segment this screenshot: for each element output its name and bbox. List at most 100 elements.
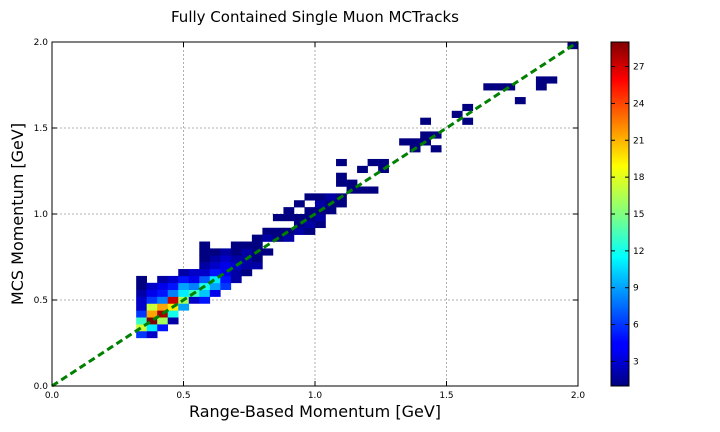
heatmap-bin [146, 317, 158, 325]
heatmap-bin [157, 296, 169, 304]
heatmap-bin [409, 138, 421, 146]
heatmap-bin [283, 214, 295, 222]
heatmap-bin [241, 262, 253, 270]
heatmap-bin [230, 255, 242, 263]
heatmap-bin [178, 275, 190, 284]
colorbar-tick-label: 21 [633, 136, 644, 146]
heatmap-bin [420, 131, 432, 139]
heatmap-bin [178, 269, 190, 277]
heatmap-bin [283, 227, 295, 235]
heatmap-bin [325, 207, 337, 215]
y-tick-label: 0.0 [34, 382, 49, 392]
heatmap-bin [241, 269, 253, 277]
colorbar-tick-label: 9 [633, 284, 639, 294]
x-tick-label: 1.5 [439, 391, 453, 401]
heatmap-bin [230, 275, 242, 284]
heatmap-bin [220, 248, 232, 256]
heatmap-bin [136, 330, 147, 339]
heatmap-bin [293, 227, 305, 235]
heatmap-bin [462, 117, 474, 125]
heatmap-bin [199, 269, 211, 277]
diagonal-reference-line [51, 40, 579, 388]
heatmap-bin [146, 303, 158, 311]
heatmap-bin [178, 282, 190, 290]
colorbar-tick-label: 12 [633, 247, 644, 257]
heatmap-bin [430, 131, 442, 139]
heatmap-bin [367, 158, 379, 167]
heatmap-bin [167, 289, 179, 297]
heatmap-bin [167, 282, 179, 290]
heatmap-bin [304, 193, 316, 201]
heatmap-bin [199, 248, 211, 256]
heatmap-bin [262, 227, 274, 235]
heatmap-bin [241, 241, 253, 249]
heatmap-bin [378, 165, 389, 174]
heatmap-bin [199, 296, 211, 304]
heatmap-bin [336, 200, 347, 208]
colorbar-tick-label: 27 [633, 63, 644, 73]
y-tick-label: 1.0 [34, 210, 49, 220]
heatmap-bin [325, 193, 337, 201]
heatmap-bin [178, 289, 190, 297]
axis-ticks: 0.0 0.5 1.0 1.5 2.0 0.0 0.5 1.0 1.5 2.0 [34, 38, 586, 401]
colorbar-tick-label: 24 [633, 99, 645, 109]
colorbar-tick-label: 3 [633, 357, 639, 367]
heatmap-bin [304, 227, 316, 235]
x-tick-label: 2.0 [571, 391, 586, 401]
heatmap-bin [220, 275, 232, 284]
y-tick-label: 0.5 [34, 296, 48, 306]
heatmap-bin [188, 296, 200, 304]
heatmap-bin [220, 255, 232, 263]
heatmap-bin [546, 76, 558, 84]
colorbar-tick-label: 6 [633, 321, 639, 331]
heatmap-bin [188, 275, 200, 284]
heatmap-bin [199, 275, 211, 284]
heatmap-bin [178, 303, 190, 311]
heatmap-bin [209, 262, 221, 270]
heatmap-bin [146, 296, 158, 304]
heatmap-bin [483, 83, 495, 91]
x-tick-label: 0.5 [176, 391, 190, 401]
heatmap-bin [136, 317, 147, 325]
heatmap-bin [315, 220, 326, 229]
heatmap-bin [336, 179, 347, 187]
heatmap-bin [136, 296, 147, 304]
heatmap-bin [167, 310, 179, 318]
heatmap-bin [251, 241, 263, 249]
heatmap-bin [262, 234, 274, 242]
heatmap-bin [504, 83, 516, 91]
colorbar-tick-label: 15 [633, 210, 644, 220]
heatmap-bin [157, 289, 169, 297]
heatmap-bins [136, 42, 579, 339]
heatmap-bin [157, 324, 169, 332]
heatmap-bin [209, 255, 221, 263]
heatmap-bin [420, 117, 432, 125]
heatmap-bin [336, 158, 347, 167]
heatmap-bin [378, 158, 389, 167]
heatmap-bin [283, 207, 295, 215]
heatmap-bin [188, 282, 200, 290]
heatmap-bin [146, 330, 158, 339]
heatmap-bin [136, 303, 147, 311]
heatmap-bin [209, 269, 221, 277]
heatmap-bin [136, 310, 147, 318]
heatmap-bin [293, 200, 305, 208]
heatmap-bin [367, 186, 379, 194]
heatmap-bin [199, 255, 211, 263]
heatmap-bin [167, 317, 179, 325]
heatmap-bin [241, 248, 253, 256]
heatmap-bin [209, 282, 221, 290]
heatmap-bin [357, 186, 368, 194]
x-axis-label: Range-Based Momentum [GeV] [188, 402, 442, 421]
heatmap-bin [136, 282, 147, 290]
heatmap-bin [315, 193, 326, 201]
heatmap-bin [272, 214, 284, 222]
heatmap-bin [462, 103, 474, 112]
x-tick-label: 1.0 [308, 391, 323, 401]
heatmap-bin [346, 179, 358, 187]
heatmap-bin [230, 248, 242, 256]
heatmap-bin [136, 289, 147, 297]
heatmap-bin [336, 172, 347, 180]
heatmap-bin [220, 269, 232, 277]
